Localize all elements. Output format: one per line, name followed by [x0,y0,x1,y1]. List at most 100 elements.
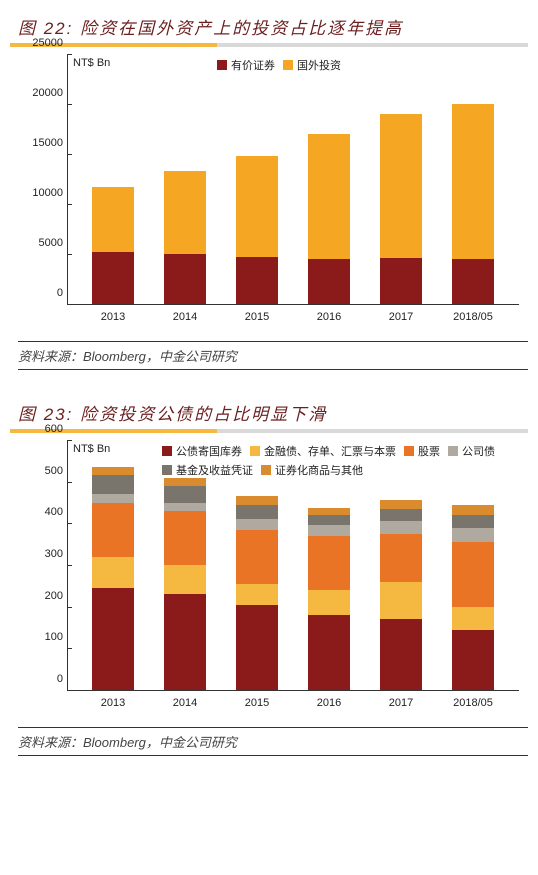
bar-segment [452,630,494,690]
bar-segment [452,104,494,259]
bar-segment [92,475,134,494]
y-tick-label: 20000 [32,87,63,99]
figure-22-title: 图 22: 险资在国外资产上的投资占比逐年提高 [18,14,528,39]
bar-segment [452,505,494,515]
y-tick-label: 15000 [32,137,63,149]
bar-segment [308,134,350,259]
bar-segment [236,505,278,520]
bar-segment [92,187,134,252]
x-tick-label: 2013 [88,691,138,721]
y-tick-label: 0 [57,287,63,299]
bar-segment [308,615,350,690]
bar-segment [380,114,422,258]
bar-segment [380,509,422,522]
bar-segment [92,588,134,690]
bar-group [164,171,206,304]
x-tick-label: 2013 [88,305,138,335]
chart1-x-axis: 201320142015201620172018/05 [67,305,519,335]
bar-segment [452,259,494,304]
bar-segment [236,519,278,529]
bar-segment [164,478,206,486]
bar-group [236,156,278,304]
bar-segment [380,534,422,582]
bar-segment [380,258,422,304]
bar-group [380,500,422,690]
bar-group [164,478,206,690]
x-tick-label: 2017 [376,691,426,721]
bar-group [92,187,134,304]
x-tick-label: 2018/05 [448,691,498,721]
bar-segment [308,590,350,615]
bar-group [236,496,278,690]
x-tick-label: 2016 [304,691,354,721]
y-tick-label: 0 [57,673,63,685]
bar-segment [308,259,350,304]
bar-segment [92,252,134,304]
bar-segment [236,584,278,605]
bar-segment [164,486,206,503]
bar-segment [380,582,422,620]
bar-segment [308,525,350,535]
bar-segment [380,521,422,534]
y-tick-label: 300 [45,548,63,560]
bar-segment [308,536,350,590]
chart1-plot-area: NT$ Bn 有价证券国外投资 [67,55,519,305]
bar-group [308,508,350,690]
y-tick-label: 100 [45,631,63,643]
chart2-source: 资料来源：Bloomberg，中金公司研究 [18,727,528,756]
bar-segment [164,511,206,565]
bar-segment [164,503,206,511]
bar-group [380,114,422,304]
bar-segment [236,530,278,584]
bar-group [92,467,134,690]
chart2-container: 0100200300400500600 NT$ Bn 公债寄国库券金融债、存单、… [19,441,519,721]
bar-segment [452,515,494,528]
figure-23: 图 23: 险资投资公债的占比明显下滑 0100200300400500600 … [10,400,528,756]
x-tick-label: 2018/05 [448,305,498,335]
bar-segment [308,515,350,525]
y-tick-label: 600 [45,423,63,435]
chart1-container: 0500010000150002000025000 NT$ Bn 有价证券国外投… [19,55,519,335]
y-tick-label: 10000 [32,187,63,199]
x-tick-label: 2014 [160,305,210,335]
bar-segment [236,496,278,504]
y-tick-label: 5000 [39,237,63,249]
chart2-plot-area: NT$ Bn 公债寄国库券金融债、存单、汇票与本票股票公司债基金及收益凭证证券化… [67,441,519,691]
bar-segment [92,557,134,588]
x-tick-label: 2015 [232,691,282,721]
bar-segment [164,594,206,690]
bar-group [308,134,350,304]
bar-segment [236,257,278,304]
bar-segment [92,503,134,557]
x-tick-label: 2016 [304,305,354,335]
chart1-y-axis: 0500010000150002000025000 [19,55,68,305]
divider [10,429,528,433]
divider [10,43,528,47]
bar-segment [380,500,422,508]
bar-segment [236,156,278,257]
y-tick-label: 200 [45,590,63,602]
chart2-x-axis: 2013 2014 2015 2016 2017 2018/05 [67,691,519,721]
figure-23-title: 图 23: 险资投资公债的占比明显下滑 [18,400,528,425]
bar-segment [92,467,134,475]
bar-segment [452,607,494,630]
figure-22: 图 22: 险资在国外资产上的投资占比逐年提高 0 5000 10000 15000 2… [10,14,528,370]
bar-segment [164,171,206,254]
bar-group [452,104,494,304]
bar-segment [308,508,350,516]
bar-group [452,505,494,690]
bar-segment [236,605,278,690]
bar-segment [452,528,494,543]
bar-segment [164,254,206,304]
x-tick-label: 2014 [160,691,210,721]
chart2-y-axis: 0100200300400500600 [19,441,68,691]
chart1-bars [67,55,519,304]
bar-segment [164,565,206,594]
y-tick-label: 25000 [32,37,63,49]
y-tick-label: 500 [45,465,63,477]
bar-segment [92,494,134,502]
chart2-bars [67,441,519,690]
bar-segment [380,619,422,690]
chart1-source: 资料来源：Bloomberg，中金公司研究 [18,341,528,370]
x-tick-label: 2017 [376,305,426,335]
